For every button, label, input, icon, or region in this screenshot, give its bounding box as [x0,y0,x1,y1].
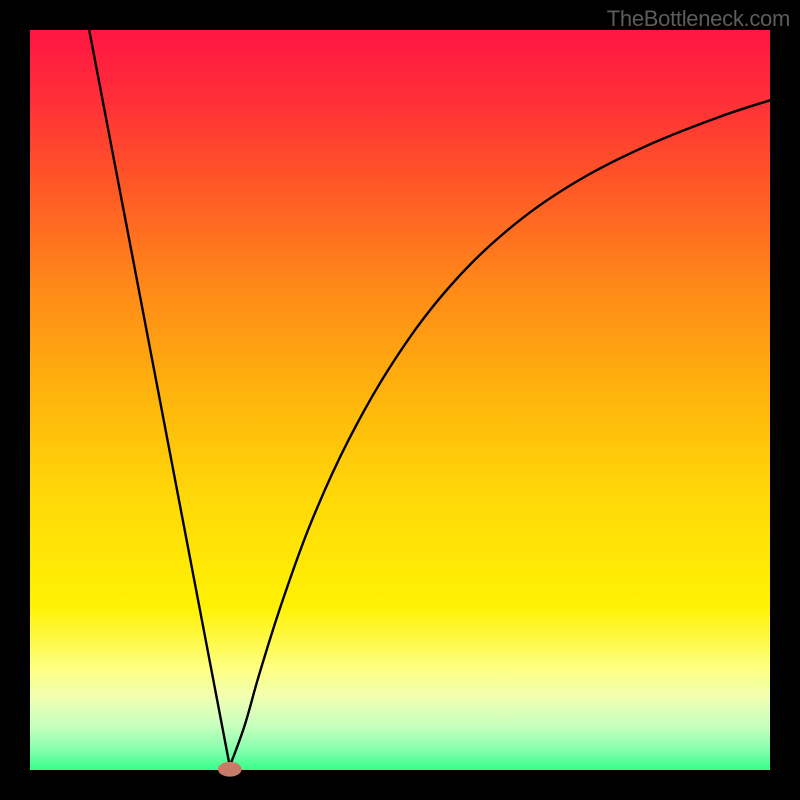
bottleneck-chart [0,0,800,800]
optimum-marker [218,762,242,777]
watermark-text: TheBottleneck.com [607,6,790,32]
chart-container: TheBottleneck.com [0,0,800,800]
